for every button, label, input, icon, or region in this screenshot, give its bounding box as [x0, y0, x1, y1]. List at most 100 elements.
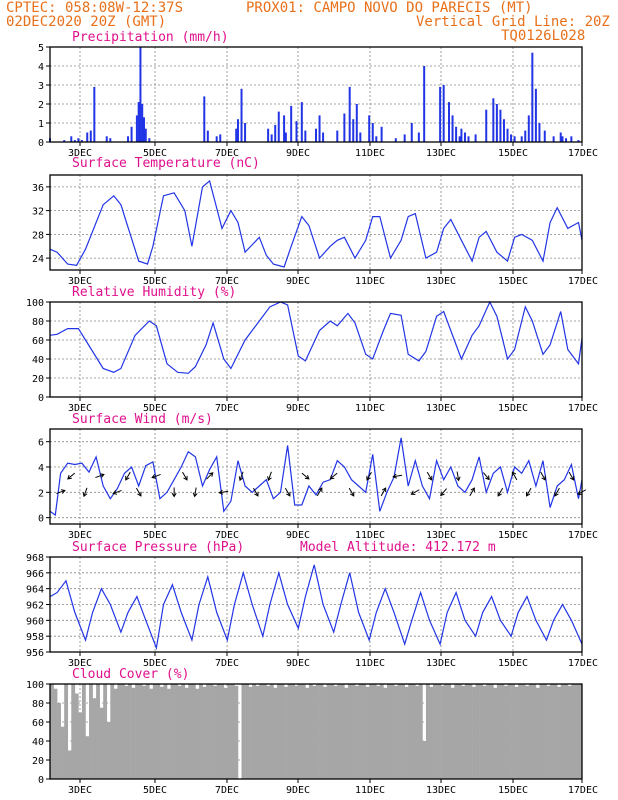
precip-bar	[283, 115, 286, 142]
y-tick-label: 60	[32, 718, 44, 729]
wind-arrow	[253, 487, 259, 497]
precip-bar	[141, 104, 144, 142]
y-tick-label: 5	[38, 43, 44, 54]
x-tick-label: 7DEC	[215, 658, 239, 669]
wind-arrow-head	[554, 491, 559, 497]
y-tick-label: 964	[26, 585, 44, 596]
cloud-bar	[305, 687, 310, 779]
cloud-bar	[298, 684, 303, 779]
x-tick-label: 15DEC	[498, 658, 528, 669]
cloud-bar	[425, 684, 430, 779]
x-tick-label: 7DEC	[215, 785, 239, 796]
precip-bar	[135, 115, 138, 142]
header-right-2: Vertical Grid Line: 20Z	[416, 14, 610, 30]
wind-arrow	[511, 471, 518, 481]
x-tick-label: 3DEC	[68, 276, 92, 287]
cloud-bar	[216, 684, 221, 779]
cloud-bar	[245, 684, 249, 779]
precip-bar	[70, 136, 73, 142]
wind-arrow-head	[318, 487, 323, 493]
cloud-bar	[287, 684, 292, 779]
cloud-bar	[482, 685, 487, 779]
wind-arrow	[482, 472, 490, 481]
cloud-bar	[113, 688, 118, 779]
cloud-bar	[535, 687, 540, 779]
precip-bar	[86, 132, 89, 142]
wind-arrow-head	[286, 491, 291, 497]
cloud-bar	[511, 684, 515, 779]
precip-bar	[352, 119, 355, 142]
cloud-bar	[433, 684, 437, 779]
cloud-bar	[521, 684, 526, 779]
y-tick-label: 962	[26, 601, 44, 612]
cloud-bar	[291, 684, 296, 779]
header-code: TQ0126L028	[501, 28, 585, 44]
wind-arrow	[238, 471, 244, 482]
precip-bar	[499, 109, 502, 142]
cloud-bar	[255, 685, 260, 779]
cloud-bar	[408, 684, 413, 779]
wind-arrow-shaft	[267, 471, 272, 481]
wind-arrow-shaft	[426, 471, 433, 481]
x-tick-label: 15DEC	[498, 276, 528, 287]
wind-arrow-head	[428, 475, 433, 481]
wind-arrow	[67, 472, 76, 480]
wind-arrow	[525, 487, 532, 497]
y-tick-label: 960	[26, 616, 44, 627]
wind-arrow-shaft	[112, 489, 122, 495]
wind-arrow-shaft	[56, 489, 66, 495]
cloud-bar	[188, 684, 193, 779]
y-tick-label: 80	[32, 699, 44, 710]
wind-arrow-head	[238, 476, 244, 482]
cloud-bar	[330, 684, 335, 779]
precip-bar	[458, 136, 461, 142]
cloud-bar	[156, 684, 161, 779]
wind-arrow-shaft	[135, 487, 142, 497]
x-tick-label: 13DEC	[426, 148, 456, 159]
x-tick-label: 5DEC	[143, 403, 167, 414]
precip-bar	[148, 138, 151, 142]
wind-arrow-head	[208, 472, 214, 477]
precip-bar	[80, 140, 83, 142]
precip-bar	[270, 134, 273, 142]
wind-arrow-head	[497, 491, 502, 497]
precip-bar	[63, 140, 66, 142]
x-tick-label: 17DEC	[568, 148, 598, 159]
y-tick-label: 2	[38, 100, 44, 111]
cloud-bar	[103, 684, 108, 779]
precip-bar	[127, 136, 130, 142]
precip-bar	[410, 123, 413, 142]
cloud-bar	[266, 685, 271, 779]
cloud-bar	[443, 684, 448, 779]
y-tick-label: 968	[26, 553, 44, 564]
precip-bar	[318, 115, 321, 142]
series-line	[49, 300, 583, 374]
wind-arrow	[426, 471, 433, 481]
precip-bar	[359, 132, 362, 142]
wind-arrow-shaft	[348, 487, 355, 497]
y-tick-label: 6	[38, 438, 44, 449]
panel-title: Surface Temperature (nC)	[72, 156, 260, 171]
cloud-bar	[550, 684, 554, 779]
cloud-bar	[347, 684, 352, 779]
y-tick-label: 4	[38, 62, 44, 73]
precip-bar	[439, 86, 442, 142]
panel-annotation: Model Altitude: 412.172 m	[300, 540, 496, 555]
x-tick-label: 11DEC	[355, 148, 385, 159]
wind-arrow-head	[125, 475, 130, 481]
cloud-bar	[355, 685, 359, 779]
cloud-bar	[312, 685, 317, 779]
y-tick-label: 32	[32, 207, 44, 218]
cloud-bar	[159, 686, 164, 779]
x-tick-label: 13DEC	[426, 658, 456, 669]
wind-arrow-shaft	[366, 471, 372, 481]
cloud-bar	[319, 684, 324, 779]
cloud-bar	[177, 685, 182, 779]
x-tick-label: 11DEC	[355, 530, 385, 541]
cloud-bar	[128, 684, 132, 779]
cloud-bar	[138, 684, 143, 779]
cloud-bar	[124, 685, 129, 779]
cloud-bar	[259, 684, 264, 779]
precip-bar	[463, 132, 466, 142]
